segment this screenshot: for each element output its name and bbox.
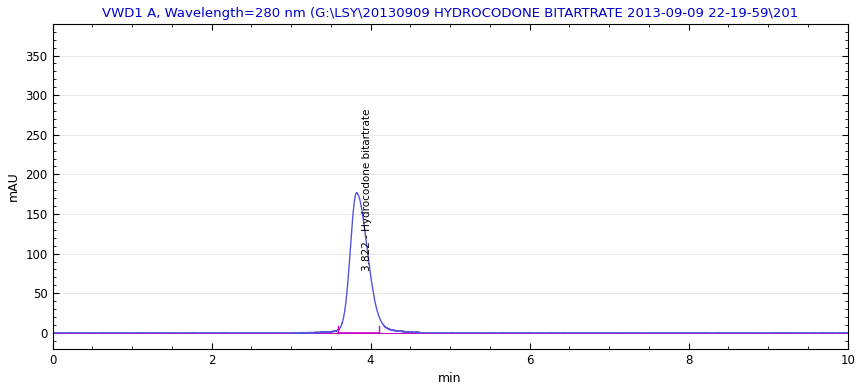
Title: VWD1 A, Wavelength=280 nm (G:\LSY\20130909 HYDROCODONE BITARTRATE 2013-09-09 22-: VWD1 A, Wavelength=280 nm (G:\LSY\201309…	[102, 7, 797, 20]
Y-axis label: mAU: mAU	[7, 171, 20, 201]
Text: 3.822 - Hydrocodone bitartrate: 3.822 - Hydrocodone bitartrate	[362, 109, 372, 272]
X-axis label: min: min	[438, 372, 461, 385]
